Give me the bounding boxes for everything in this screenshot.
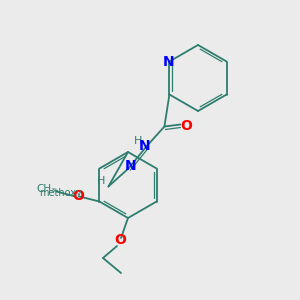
Text: O: O [114, 233, 126, 247]
Text: H: H [97, 176, 106, 187]
Text: methoxy: methoxy [39, 188, 82, 199]
Text: O: O [73, 188, 84, 203]
Text: N: N [124, 160, 136, 173]
Text: N: N [139, 140, 150, 154]
Text: O: O [181, 118, 192, 133]
Text: CH₃: CH₃ [37, 184, 56, 194]
Text: N: N [163, 55, 174, 68]
Text: H: H [134, 136, 142, 146]
